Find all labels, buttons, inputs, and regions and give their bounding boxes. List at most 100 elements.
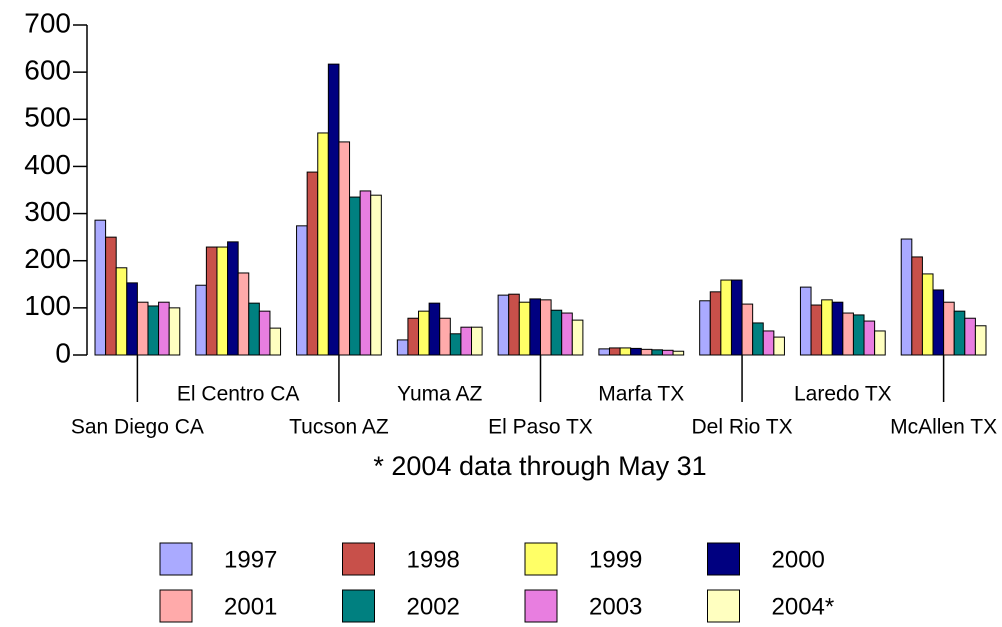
x-tick-label: Yuma AZ (397, 383, 482, 406)
x-tick-label: Marfa TX (598, 383, 684, 406)
bar (126, 282, 138, 356)
bar (237, 272, 250, 356)
bar (974, 325, 987, 356)
bar (115, 267, 128, 356)
bar (508, 293, 520, 356)
bar (762, 330, 775, 356)
bar (831, 301, 844, 356)
bar (205, 246, 218, 356)
legend-swatch (159, 542, 193, 576)
note: * 2004 data through May 31 (373, 451, 706, 481)
bar (136, 301, 149, 356)
bar (651, 349, 663, 356)
bar (598, 348, 610, 356)
legend-swatch (707, 589, 740, 623)
bar (540, 299, 552, 356)
bar (752, 322, 764, 356)
legend-label: 2001 (224, 593, 277, 620)
y-tick-label: 300 (24, 196, 71, 227)
bar (932, 289, 945, 356)
bar (317, 132, 329, 356)
bar (460, 326, 473, 356)
bar (248, 302, 260, 356)
bar (561, 312, 573, 356)
bar (630, 347, 642, 356)
legend-label: 1997 (224, 546, 277, 573)
legend-label: 1999 (589, 546, 642, 573)
bar (900, 238, 913, 356)
bar (911, 256, 923, 356)
bar (964, 317, 976, 356)
bar (158, 301, 170, 356)
bar (497, 294, 510, 356)
bar (269, 327, 282, 356)
bar (619, 347, 632, 356)
x-tick-label: El Centro CA (177, 383, 300, 406)
bar (216, 246, 229, 356)
bar (699, 300, 711, 356)
y-tick-label: 600 (24, 55, 71, 86)
bar (428, 302, 441, 356)
bar (842, 312, 854, 356)
bar (852, 314, 865, 356)
x-tick-label: McAllen TX (890, 416, 997, 439)
bar (338, 141, 351, 356)
x-tick-label: Del Rio TX (691, 416, 792, 439)
bar (943, 301, 955, 356)
legend-swatch (159, 589, 193, 623)
legend-swatch (524, 589, 558, 623)
bar (471, 326, 483, 356)
x-tick-label: El Paso TX (488, 416, 593, 439)
bar (608, 347, 621, 356)
bar (168, 307, 181, 356)
bar (105, 236, 117, 356)
bar (195, 284, 207, 356)
x-tick-label: Laredo TX (794, 383, 892, 406)
bar (227, 241, 239, 356)
bar (672, 350, 685, 356)
y-tick-label: 100 (24, 290, 71, 321)
bar (306, 171, 319, 356)
bar (953, 310, 966, 356)
y-tick-label: 400 (24, 149, 71, 180)
bar (370, 194, 382, 356)
bar (418, 310, 430, 356)
bar (863, 320, 876, 356)
bar (709, 291, 722, 356)
legend-label: 1998 (407, 546, 460, 573)
bar (449, 333, 462, 356)
bar (407, 317, 420, 356)
bar (94, 219, 107, 356)
bar (518, 301, 531, 356)
bar (349, 196, 361, 356)
bar (359, 190, 372, 356)
bar (396, 339, 409, 356)
legend-label: 2004* (772, 593, 835, 620)
bar (810, 304, 823, 356)
y-tick-label: 700 (24, 7, 71, 38)
bar (640, 348, 653, 356)
y-tick-label: 500 (24, 102, 71, 133)
bar (571, 319, 584, 356)
bar (296, 225, 308, 356)
bar (821, 299, 833, 356)
bar (741, 303, 754, 356)
bar (550, 309, 563, 356)
bar (258, 310, 271, 356)
bar (147, 305, 160, 356)
bar (720, 279, 732, 356)
bar (921, 273, 934, 356)
bar (730, 279, 743, 356)
bar (799, 286, 812, 356)
legend-label: 2000 (772, 546, 825, 573)
y-tick-label: 0 (55, 337, 71, 368)
legend-swatch (342, 589, 375, 623)
bar (773, 336, 785, 356)
legend-swatch (524, 542, 558, 576)
bar (327, 63, 340, 356)
legend-label: 2002 (407, 593, 460, 620)
legend-swatch (342, 542, 375, 576)
x-tick-label: San Diego CA (71, 416, 204, 439)
x-tick-label: Tucson AZ (289, 416, 389, 439)
